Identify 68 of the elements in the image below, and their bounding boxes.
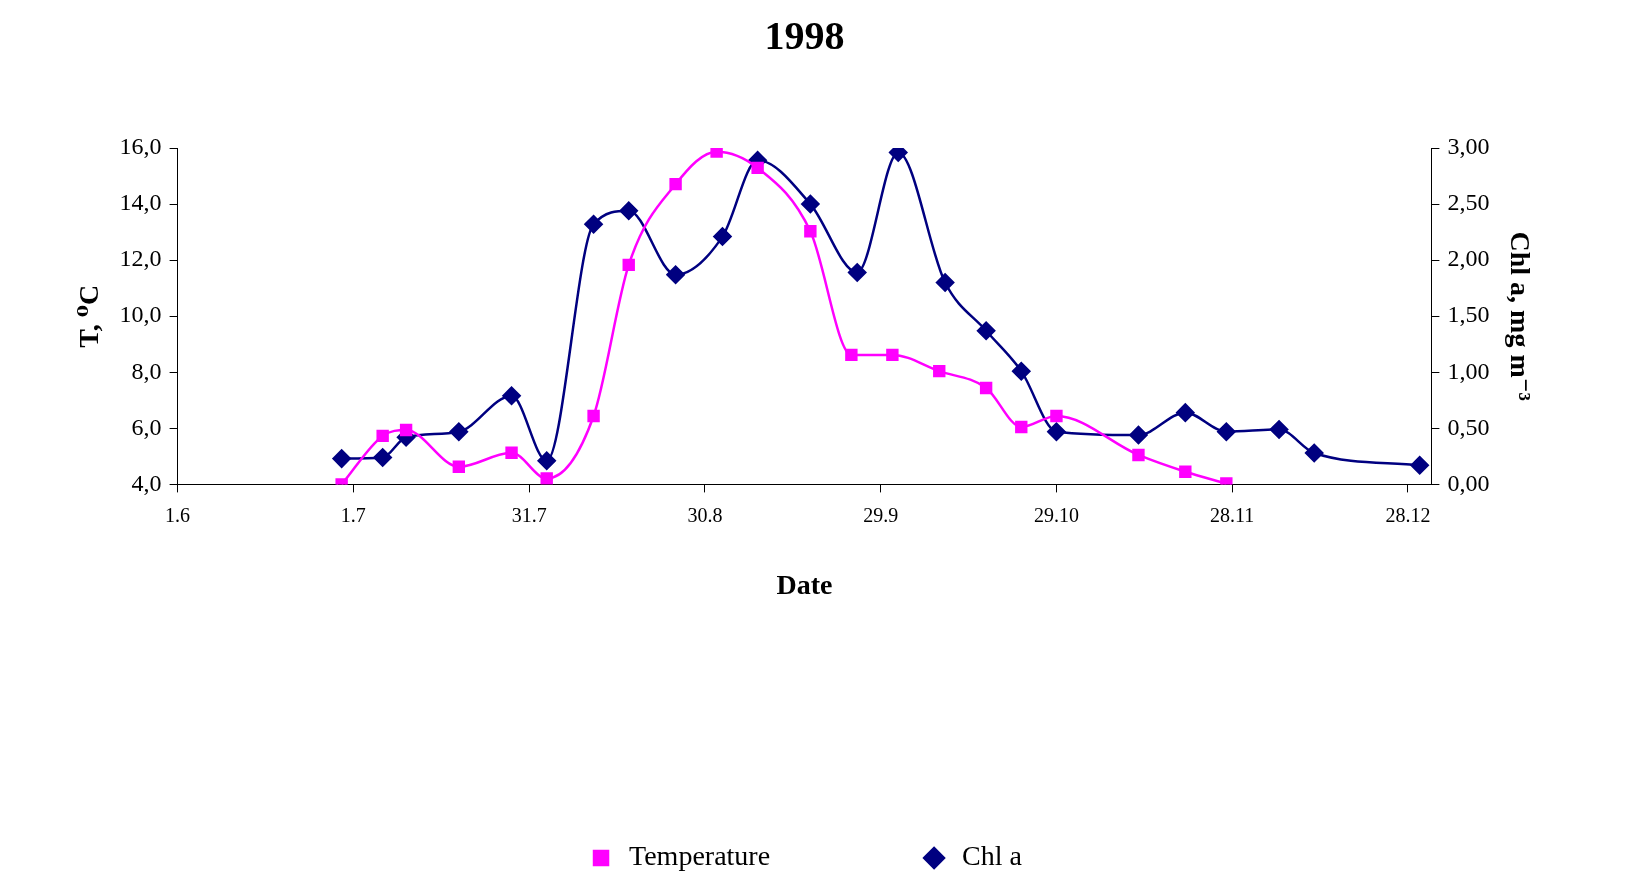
legend-label: Chl a bbox=[962, 840, 1023, 872]
y2-tick-label: 2,50 bbox=[1447, 189, 1490, 216]
point bbox=[666, 265, 685, 284]
point bbox=[505, 446, 518, 459]
point bbox=[1129, 425, 1148, 445]
point bbox=[845, 348, 858, 362]
point bbox=[537, 451, 556, 471]
point bbox=[373, 448, 392, 467]
point bbox=[804, 225, 817, 238]
point bbox=[801, 194, 820, 214]
point bbox=[449, 422, 469, 441]
point bbox=[587, 409, 600, 423]
y2-tick-label: 1,00 bbox=[1447, 357, 1490, 384]
y-tick-label: 4,0 bbox=[131, 469, 162, 496]
x-tick-label: 30.8 bbox=[687, 503, 723, 526]
point bbox=[751, 161, 764, 175]
x-tick-label: 28.12 bbox=[1385, 503, 1431, 526]
y-tick-label: 12,0 bbox=[119, 245, 162, 272]
point bbox=[622, 258, 635, 272]
point bbox=[1012, 361, 1031, 381]
y2-tick-label: 0,00 bbox=[1447, 469, 1490, 496]
point bbox=[452, 460, 466, 473]
point bbox=[584, 215, 603, 234]
y-tick-label: 8,0 bbox=[131, 357, 162, 384]
y-tick-label: 6,0 bbox=[131, 413, 162, 440]
y-tick-label: 14,0 bbox=[119, 189, 162, 216]
x-tick-label: 1.7 bbox=[340, 503, 366, 526]
point bbox=[847, 263, 867, 282]
y-axis-title: T, ⁰C bbox=[73, 284, 105, 348]
y2-tick-label: 2,00 bbox=[1447, 245, 1490, 272]
point bbox=[1047, 422, 1066, 441]
point bbox=[979, 381, 993, 395]
point bbox=[1269, 420, 1289, 439]
point bbox=[886, 348, 899, 362]
point bbox=[502, 386, 521, 406]
point bbox=[669, 177, 682, 191]
point bbox=[376, 429, 389, 443]
y2-axis-title: Chl a, mg m⁻³ bbox=[1504, 231, 1536, 401]
y2-tick-label: 3,00 bbox=[1447, 133, 1490, 160]
x-tick-label: 31.7 bbox=[511, 503, 547, 526]
y2-tick-label: 1,50 bbox=[1447, 301, 1490, 328]
chart-title: 1998 bbox=[764, 13, 845, 59]
y2-tick-label: 0,50 bbox=[1447, 413, 1490, 440]
x-axis-title: Date bbox=[776, 569, 833, 601]
point bbox=[1217, 422, 1236, 441]
point bbox=[1304, 443, 1324, 463]
x-tick-label: 1.6 bbox=[165, 503, 191, 526]
point bbox=[332, 449, 351, 468]
x-tick-label: 29.9 bbox=[863, 503, 899, 526]
point bbox=[1179, 465, 1192, 478]
y-tick-label: 16,0 bbox=[119, 133, 162, 160]
point bbox=[935, 273, 955, 292]
point bbox=[1132, 448, 1145, 462]
point bbox=[710, 148, 723, 158]
point bbox=[1176, 403, 1195, 422]
legend-label: Temperature bbox=[629, 840, 771, 872]
y-tick-label: 10,0 bbox=[119, 301, 162, 328]
x-tick-label: 28.11 bbox=[1210, 503, 1255, 526]
point bbox=[713, 227, 732, 246]
point bbox=[933, 364, 946, 378]
point bbox=[399, 423, 413, 437]
point bbox=[976, 321, 996, 341]
point bbox=[1050, 409, 1063, 423]
point bbox=[619, 201, 638, 221]
point bbox=[1015, 420, 1028, 434]
x-tick-label: 29.10 bbox=[1033, 503, 1079, 526]
point bbox=[1410, 456, 1429, 475]
point bbox=[540, 472, 553, 485]
